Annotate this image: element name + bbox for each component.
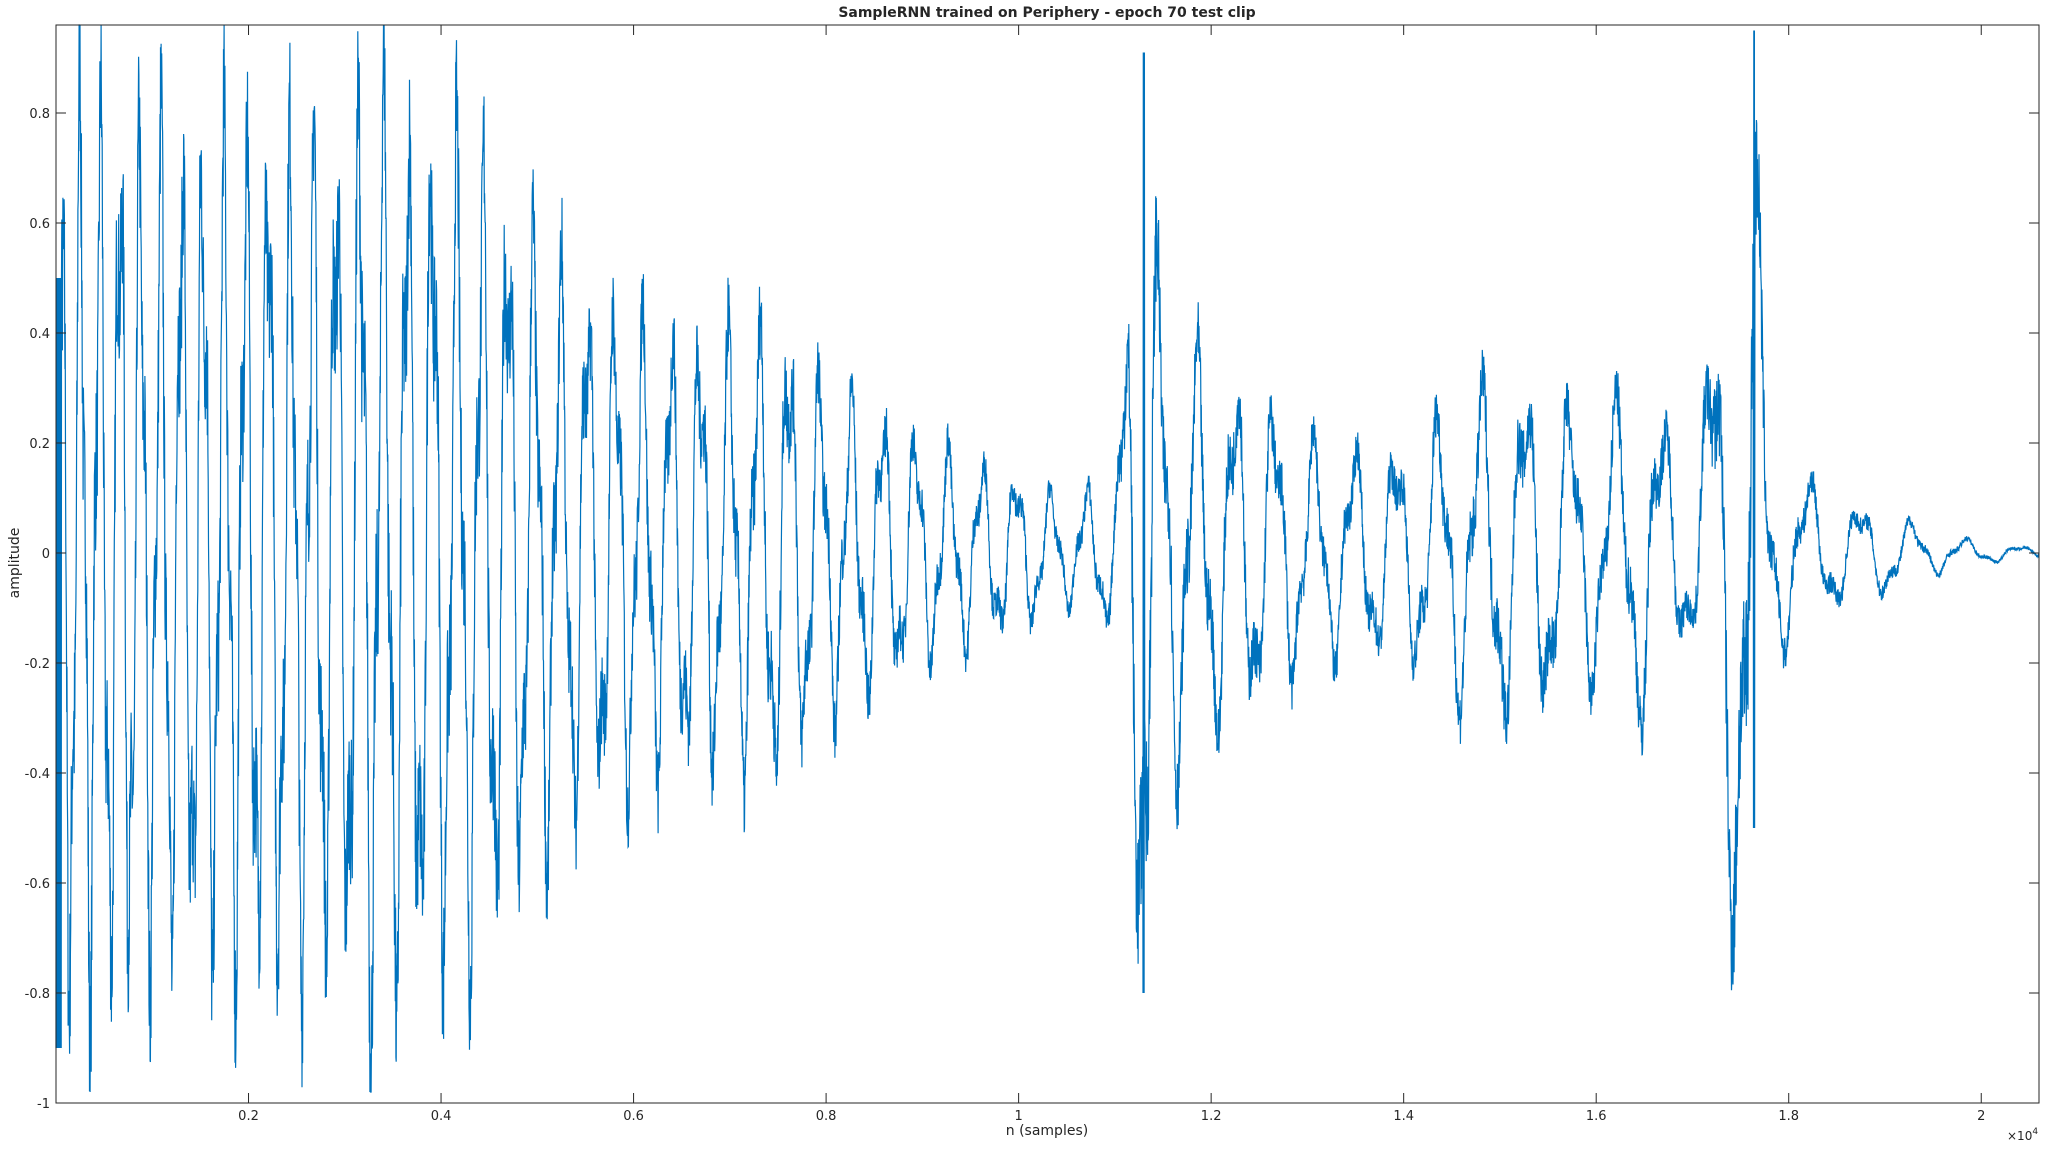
- x-tick-label: 0.2: [238, 1109, 259, 1124]
- x-tick-label: 1.2: [1201, 1109, 1222, 1124]
- x-axis-label: n (samples): [1006, 1123, 1088, 1139]
- x-tick-label: 0.6: [623, 1109, 644, 1124]
- x-tick-label: 0.4: [431, 1109, 452, 1124]
- x-tick-label: 1.8: [1778, 1109, 1799, 1124]
- y-tick-label: -0.4: [25, 767, 50, 782]
- y-axis-label: amplitude: [7, 528, 23, 599]
- y-axis-ticks: -1 -0.8 -0.6 -0.4 -0.2 0 0.2 0.4 0.6 0.8: [25, 107, 2039, 1112]
- y-tick-label: 0.4: [29, 327, 50, 342]
- plot-area: [56, 25, 2039, 1103]
- x-tick-label: 1.4: [1393, 1109, 1414, 1124]
- waveform-line: [55, 24, 2040, 1093]
- x-axis-exponent-power: 4: [2032, 1127, 2038, 1137]
- x-axis-ticks: 0.2 0.4 0.6 0.8 1 1.2 1.4 1.6 1.8 2: [238, 25, 1985, 1124]
- chart-title: SampleRNN trained on Periphery - epoch 7…: [838, 5, 1255, 21]
- y-tick-label: 0.6: [29, 217, 50, 232]
- x-axis-exponent-base: ×10: [2007, 1129, 2032, 1143]
- y-tick-label: -0.2: [25, 657, 50, 672]
- y-tick-label: -0.8: [25, 987, 50, 1002]
- x-tick-label: 1.6: [1586, 1109, 1607, 1124]
- axes-box: [55, 24, 2040, 1104]
- series-layer: [55, 24, 2040, 1093]
- x-axis-exponent: ×104: [2007, 1127, 2038, 1143]
- y-tick-label: -1: [37, 1097, 50, 1112]
- x-tick-label: 1: [1014, 1109, 1022, 1124]
- x-tick-label: 0.8: [816, 1109, 837, 1124]
- y-tick-label: 0.8: [29, 107, 50, 122]
- y-tick-label: 0: [42, 547, 50, 562]
- y-tick-label: 0.2: [29, 437, 50, 452]
- y-tick-label: -0.6: [25, 877, 50, 892]
- x-tick-label: 2: [1977, 1109, 1985, 1124]
